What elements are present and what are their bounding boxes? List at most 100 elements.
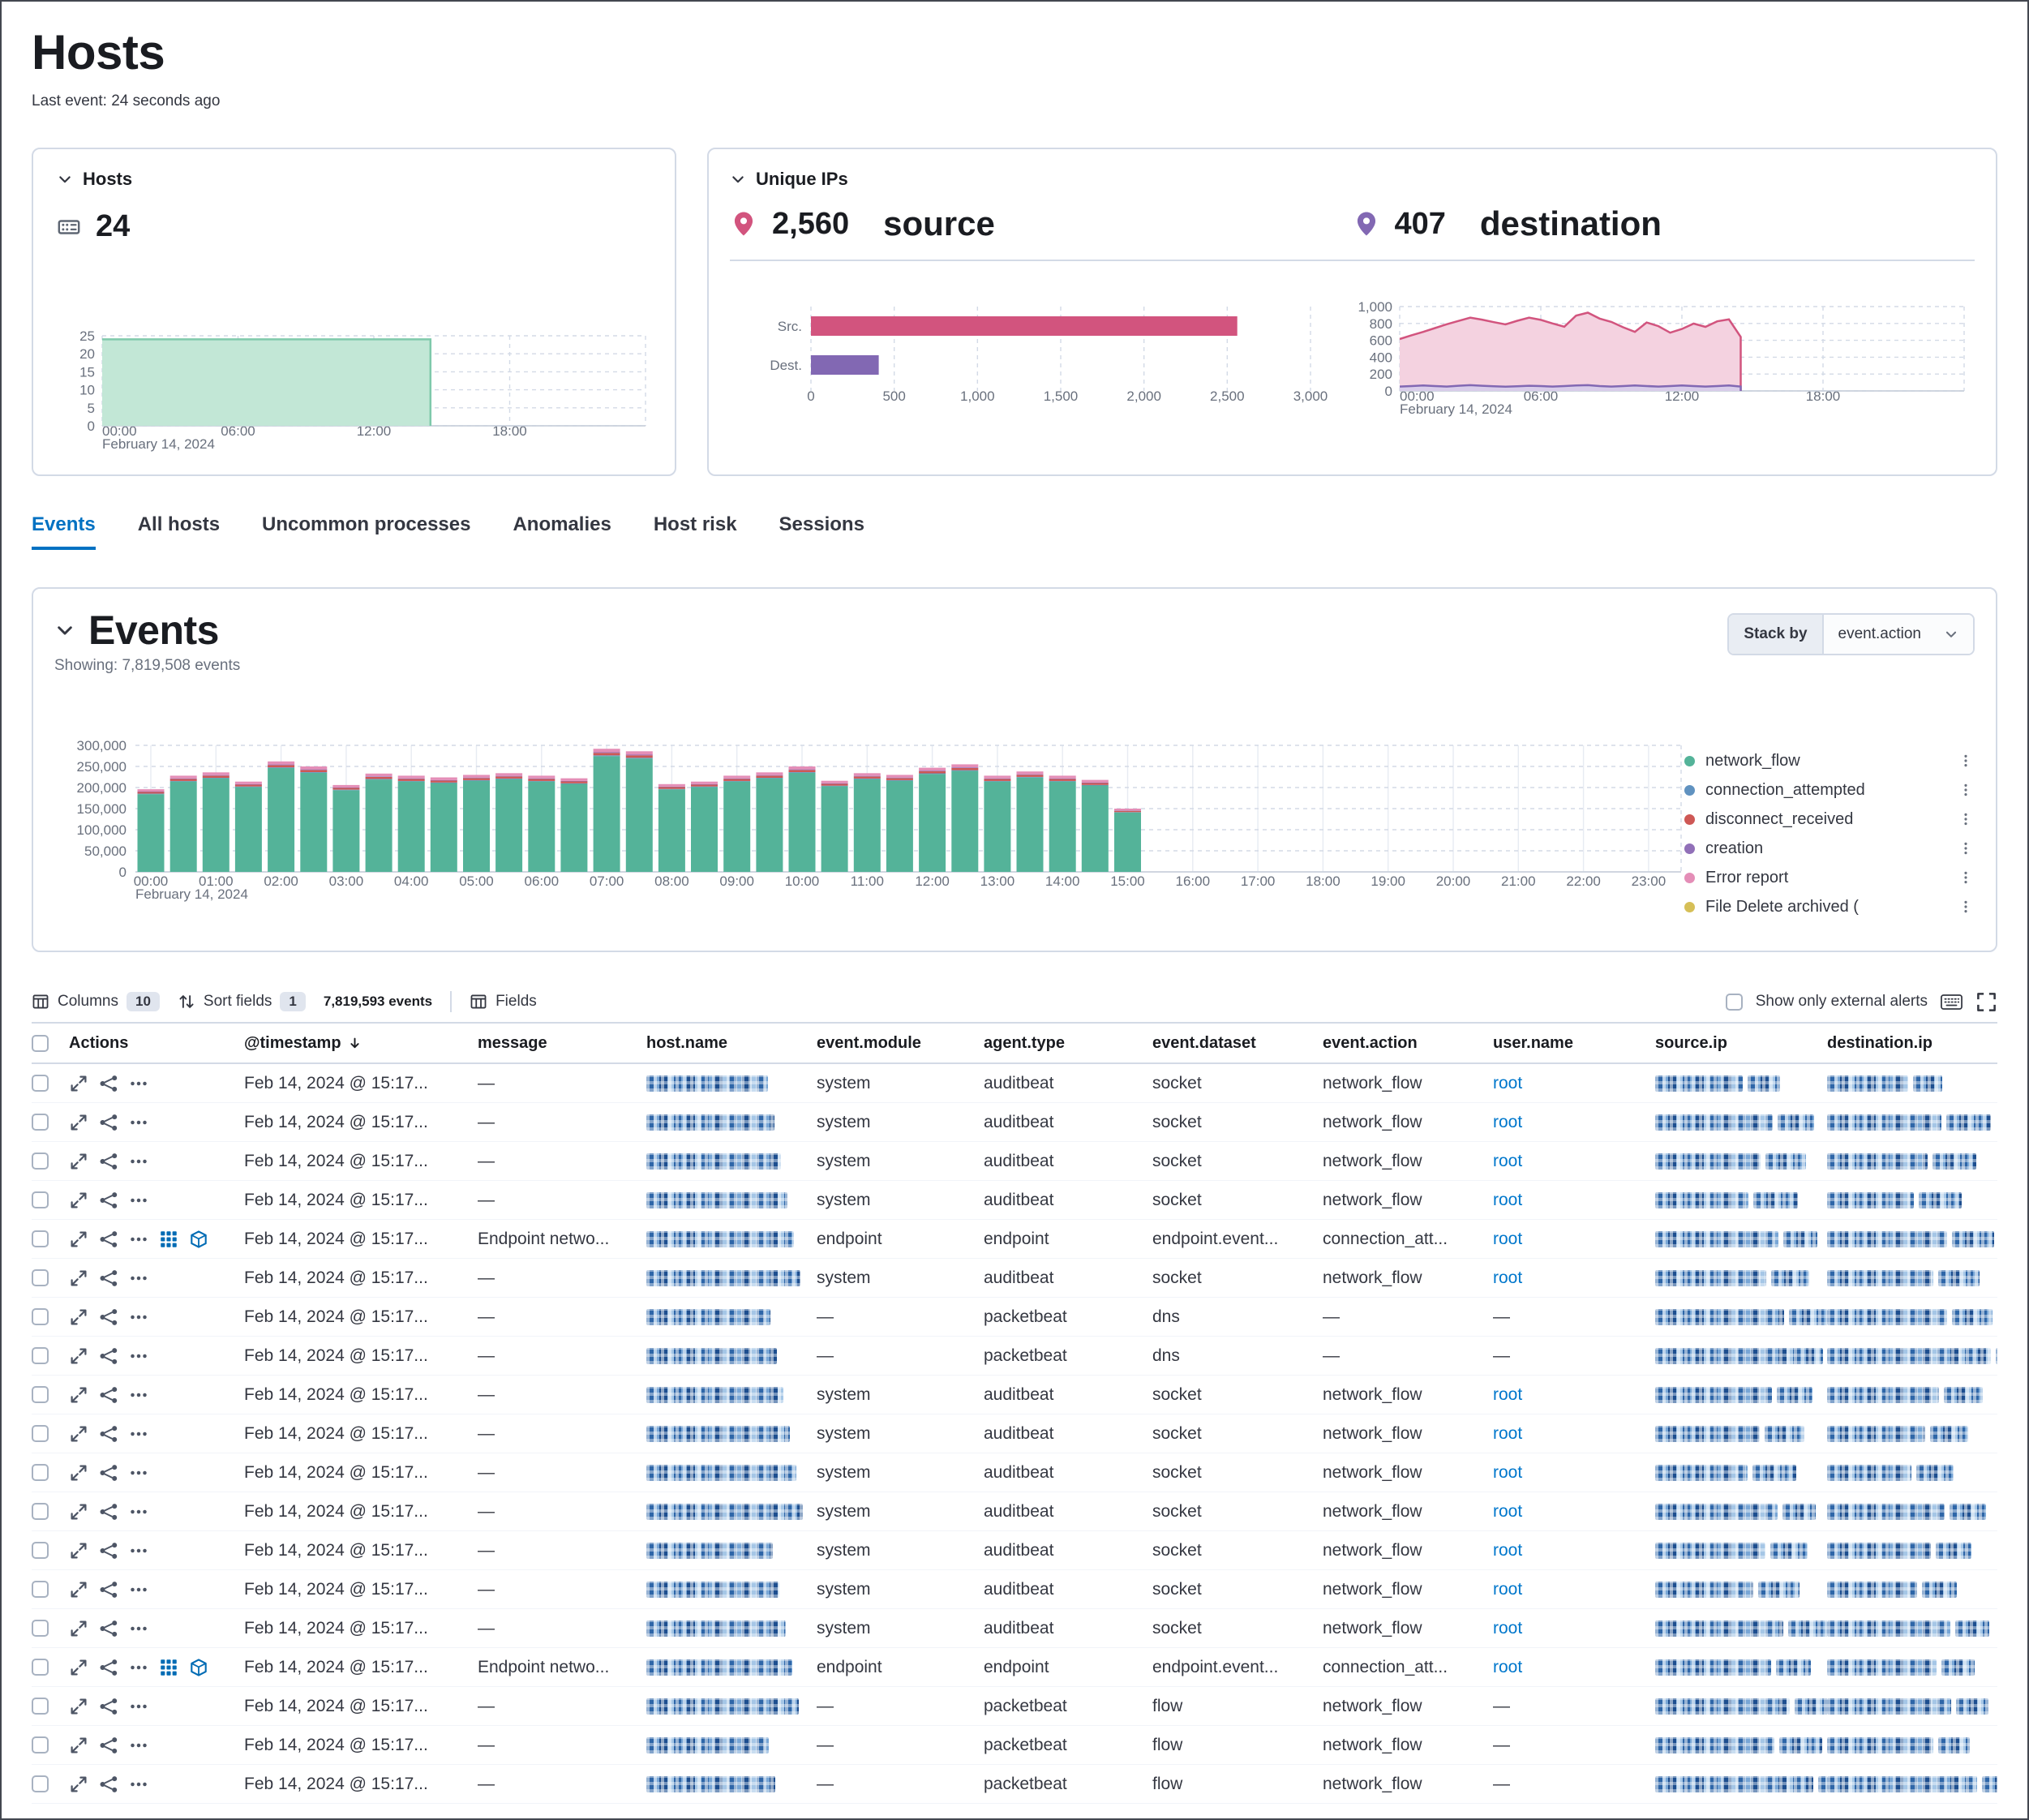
expand-event-icon[interactable] [69, 1113, 88, 1132]
row-checkbox[interactable] [32, 1114, 49, 1131]
tab-uncommon-processes[interactable]: Uncommon processes [262, 513, 471, 535]
expand-event-icon[interactable] [69, 1191, 88, 1210]
analyze-event-icon[interactable] [99, 1230, 118, 1249]
stack-by-control[interactable]: Stack by event.action [1727, 613, 1975, 655]
legend-item[interactable]: disconnect_received [1684, 805, 1973, 834]
column-header-event-action[interactable]: event.action [1323, 1033, 1418, 1052]
user-name-link[interactable]: root [1493, 1268, 1523, 1287]
user-name-link[interactable]: root [1493, 1540, 1523, 1560]
analyze-event-icon[interactable] [99, 1502, 118, 1522]
row-checkbox[interactable] [32, 1503, 49, 1520]
more-actions-icon[interactable] [129, 1541, 148, 1560]
more-actions-icon[interactable] [129, 1658, 148, 1677]
legend-item-actions-icon[interactable] [1958, 899, 1973, 914]
analyze-event-icon[interactable] [99, 1346, 118, 1366]
row-checkbox[interactable] [32, 1542, 49, 1559]
apps-grid-icon[interactable] [159, 1230, 178, 1249]
expand-event-icon[interactable] [69, 1346, 88, 1366]
row-checkbox[interactable] [32, 1386, 49, 1403]
more-actions-icon[interactable] [129, 1074, 148, 1093]
fields-button[interactable]: Fields [470, 993, 537, 1011]
analyze-event-icon[interactable] [99, 1580, 118, 1599]
legend-item[interactable]: network_flow [1684, 746, 1973, 775]
row-checkbox[interactable] [32, 1075, 49, 1092]
expand-event-icon[interactable] [69, 1074, 88, 1093]
legend-item[interactable]: Error report [1684, 863, 1973, 892]
expand-event-icon[interactable] [69, 1502, 88, 1522]
expand-event-icon[interactable] [69, 1268, 88, 1288]
session-view-icon[interactable] [189, 1230, 208, 1249]
row-checkbox[interactable] [32, 1269, 49, 1286]
more-actions-icon[interactable] [129, 1619, 148, 1638]
column-header-user-name[interactable]: user.name [1493, 1033, 1573, 1052]
tab-sessions[interactable]: Sessions [779, 513, 864, 535]
user-name-link[interactable]: root [1493, 1462, 1523, 1482]
column-header-event-dataset[interactable]: event.dataset [1152, 1033, 1256, 1052]
analyze-event-icon[interactable] [99, 1424, 118, 1444]
user-name-link[interactable]: root [1493, 1073, 1523, 1092]
more-actions-icon[interactable] [129, 1424, 148, 1444]
select-all-checkbox[interactable] [32, 1034, 49, 1052]
expand-event-icon[interactable] [69, 1736, 88, 1755]
analyze-event-icon[interactable] [99, 1736, 118, 1755]
column-header-host-name[interactable]: host.name [646, 1033, 728, 1052]
user-name-link[interactable]: root [1493, 1501, 1523, 1521]
expand-event-icon[interactable] [69, 1307, 88, 1327]
row-checkbox[interactable] [32, 1308, 49, 1325]
column-header-message[interactable]: message [478, 1033, 547, 1052]
analyze-event-icon[interactable] [99, 1619, 118, 1638]
expand-event-icon[interactable] [69, 1424, 88, 1444]
row-checkbox[interactable] [32, 1698, 49, 1715]
user-name-link[interactable]: root [1493, 1151, 1523, 1170]
legend-item[interactable]: File Delete archived ( [1684, 892, 1973, 921]
row-checkbox[interactable] [32, 1620, 49, 1637]
analyze-event-icon[interactable] [99, 1152, 118, 1171]
collapse-chevron-icon[interactable] [57, 171, 73, 187]
expand-event-icon[interactable] [69, 1658, 88, 1677]
user-name-link[interactable]: root [1493, 1229, 1523, 1248]
user-name-link[interactable]: root [1493, 1190, 1523, 1209]
row-checkbox[interactable] [32, 1425, 49, 1442]
legend-item[interactable]: creation [1684, 834, 1973, 863]
analyze-event-icon[interactable] [99, 1113, 118, 1132]
row-checkbox[interactable] [32, 1230, 49, 1247]
column-header-source-ip[interactable]: source.ip [1655, 1033, 1727, 1052]
keyboard-shortcuts-icon[interactable] [1941, 991, 1963, 1013]
user-name-link[interactable]: root [1493, 1384, 1523, 1404]
tab-all-hosts[interactable]: All hosts [137, 513, 221, 535]
sort-fields-button[interactable]: Sort fields 1 [178, 992, 306, 1011]
legend-item-actions-icon[interactable] [1958, 753, 1973, 768]
analyze-event-icon[interactable] [99, 1658, 118, 1677]
expand-event-icon[interactable] [69, 1385, 88, 1405]
row-checkbox[interactable] [32, 1464, 49, 1481]
row-checkbox[interactable] [32, 1191, 49, 1208]
more-actions-icon[interactable] [129, 1385, 148, 1405]
legend-item[interactable]: connection_attempted [1684, 775, 1973, 805]
tab-anomalies[interactable]: Anomalies [513, 513, 611, 535]
more-actions-icon[interactable] [129, 1191, 148, 1210]
expand-event-icon[interactable] [69, 1697, 88, 1716]
legend-item-actions-icon[interactable] [1958, 841, 1973, 856]
more-actions-icon[interactable] [129, 1230, 148, 1249]
column-header-event-module[interactable]: event.module [817, 1033, 921, 1052]
row-checkbox[interactable] [32, 1775, 49, 1792]
analyze-event-icon[interactable] [99, 1541, 118, 1560]
fullscreen-icon[interactable] [1975, 991, 1997, 1013]
more-actions-icon[interactable] [129, 1307, 148, 1327]
user-name-link[interactable]: root [1493, 1618, 1523, 1638]
analyze-event-icon[interactable] [99, 1697, 118, 1716]
tab-events[interactable]: Events [32, 513, 96, 550]
analyze-event-icon[interactable] [99, 1307, 118, 1327]
column-header-actions[interactable]: Actions [69, 1033, 129, 1052]
analyze-event-icon[interactable] [99, 1191, 118, 1210]
collapse-chevron-icon[interactable] [730, 171, 746, 187]
user-name-link[interactable]: root [1493, 1423, 1523, 1443]
analyze-event-icon[interactable] [99, 1074, 118, 1093]
expand-event-icon[interactable] [69, 1463, 88, 1483]
more-actions-icon[interactable] [129, 1346, 148, 1366]
analyze-event-icon[interactable] [99, 1775, 118, 1794]
user-name-link[interactable]: root [1493, 1579, 1523, 1599]
expand-event-icon[interactable] [69, 1541, 88, 1560]
columns-button[interactable]: Columns 10 [32, 992, 160, 1011]
more-actions-icon[interactable] [129, 1775, 148, 1794]
